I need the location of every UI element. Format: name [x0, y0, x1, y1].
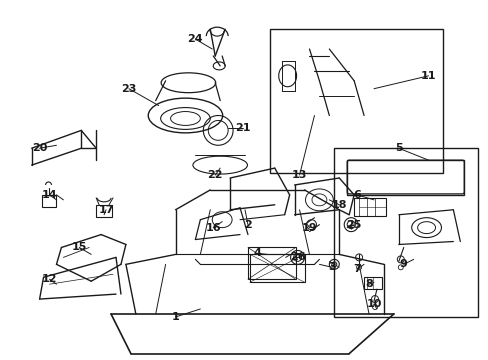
Text: 4: 4: [253, 248, 261, 258]
Text: 3: 3: [328, 262, 335, 272]
Text: 13: 13: [291, 170, 306, 180]
Text: 8: 8: [365, 279, 372, 289]
Text: 17: 17: [98, 205, 114, 215]
Bar: [364, 277, 381, 289]
Text: 18: 18: [331, 200, 346, 210]
Text: 9: 9: [399, 259, 407, 269]
Bar: [41, 195, 56, 207]
Bar: [96, 205, 112, 217]
Text: 11: 11: [420, 71, 435, 81]
Text: 2: 2: [244, 220, 251, 230]
Text: 19: 19: [301, 222, 317, 233]
Text: 22: 22: [207, 170, 223, 180]
Bar: [334, 148, 477, 317]
Text: 21: 21: [235, 123, 250, 134]
Bar: [247, 247, 295, 279]
Text: 20: 20: [32, 143, 47, 153]
Text: 26: 26: [289, 252, 305, 262]
Text: 6: 6: [352, 190, 360, 200]
Text: 15: 15: [71, 243, 87, 252]
Text: 10: 10: [366, 299, 381, 309]
Text: 25: 25: [346, 220, 361, 230]
Text: 12: 12: [41, 274, 57, 284]
Text: 23: 23: [121, 84, 136, 94]
Text: 24: 24: [187, 34, 203, 44]
Bar: [353, 198, 385, 216]
Text: 16: 16: [205, 222, 221, 233]
Text: 14: 14: [41, 190, 57, 200]
Text: 1: 1: [171, 312, 179, 322]
Text: 7: 7: [352, 264, 360, 274]
Text: 5: 5: [394, 143, 402, 153]
Bar: [269, 29, 443, 173]
Bar: [249, 255, 304, 282]
Bar: [346, 160, 463, 195]
